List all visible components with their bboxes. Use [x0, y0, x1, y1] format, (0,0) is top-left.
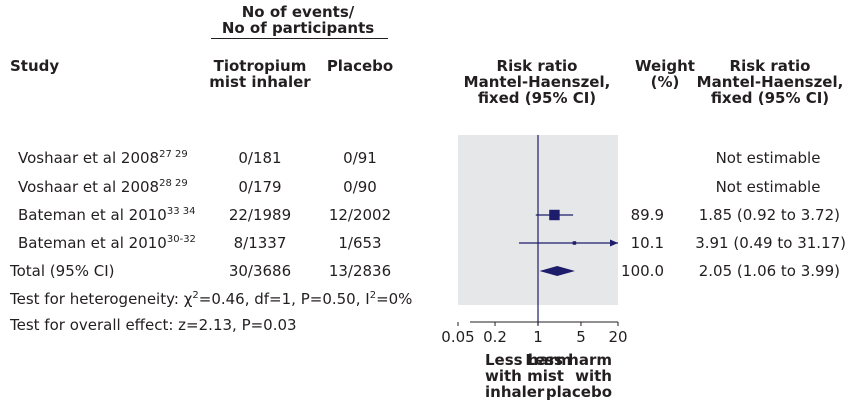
- events-group-line-1: No of events/: [241, 3, 355, 21]
- study-name: Bateman et al 201033 34: [18, 206, 196, 224]
- placebo-events: 0/91: [343, 149, 377, 167]
- study-name: Voshaar et al 200827 29: [18, 149, 188, 167]
- weight-header-line-2: (%): [650, 73, 680, 91]
- rr-text-value: Not estimable: [715, 149, 821, 167]
- ci-arrow: [610, 239, 618, 247]
- events-group-rule: [211, 38, 388, 39]
- x-tick-label: 5: [576, 328, 586, 346]
- rr-plot-column-header: Risk ratio Mantel-Haenszel, fixed (95% C…: [447, 58, 627, 106]
- rr-text-value: 1.85 (0.92 to 3.72): [698, 206, 840, 224]
- total-placebo-events: 13/2836: [328, 262, 392, 280]
- placebo-column-header: Placebo: [326, 57, 394, 75]
- favours-right-label: Less harm with placebo: [525, 351, 612, 401]
- rr-text-header-line-1: Risk ratio: [729, 57, 811, 75]
- rr-text-value: Not estimable: [715, 178, 821, 196]
- study-refs: 27 29: [159, 149, 188, 160]
- events-group-header: No of events/ No of participants: [208, 4, 388, 36]
- x-tick-label: 0.05: [441, 328, 474, 346]
- events-group-line-2: No of participants: [221, 19, 375, 37]
- total-label: Total (95% CI): [10, 262, 115, 280]
- tiotropium-header-line-1: Tiotropium: [213, 57, 307, 75]
- tiotropium-column-header: Tiotropium mist inhaler: [205, 58, 315, 90]
- placebo-events: 1/653: [338, 234, 382, 252]
- rr-text-header-line-2: Mantel-Haenszel,: [696, 73, 844, 91]
- study-refs: 30-32: [166, 234, 196, 245]
- rr-plot-header-line-2: Mantel-Haenszel,: [463, 73, 611, 91]
- heterogeneity-test: Test for heterogeneity: χ2=0.46, df=1, P…: [10, 290, 413, 308]
- effect-square: [572, 241, 577, 245]
- rr-plot-header-line-3: fixed (95% CI): [477, 89, 597, 107]
- x-tick-label: 0.2: [483, 328, 507, 346]
- rr-text-column-header: Risk ratio Mantel-Haenszel, fixed (95% C…: [690, 58, 850, 106]
- placebo-events: 12/2002: [328, 206, 392, 224]
- study-refs: 28 29: [159, 178, 188, 189]
- study-refs: 33 34: [166, 206, 196, 217]
- effect-square: [549, 209, 560, 221]
- rr-text-header-line-3: fixed (95% CI): [710, 89, 830, 107]
- weight-column-header: Weight (%): [620, 58, 710, 90]
- total-tiotropium-events: 30/3686: [228, 262, 292, 280]
- weight-header-line-1: Weight: [635, 57, 695, 75]
- tiotropium-events: 22/1989: [228, 206, 292, 224]
- tiotropium-header-line-2: mist inhaler: [209, 73, 311, 91]
- overall-effect-test: Test for overall effect: z=2.13, P=0.03: [10, 316, 297, 334]
- placebo-events: 0/90: [343, 178, 377, 196]
- chi-symbol: χ: [183, 290, 193, 308]
- rr-text-value: 3.91 (0.49 to 31.17): [695, 234, 846, 252]
- total-rr-text: 2.05 (1.06 to 3.99): [698, 262, 840, 280]
- favours-left-label: Less harm with mist inhaler: [485, 351, 572, 401]
- study-name: Bateman et al 201030-32: [18, 234, 196, 252]
- tiotropium-events: 0/179: [238, 178, 282, 196]
- rr-plot-header-line-1: Risk ratio: [496, 57, 578, 75]
- tiotropium-events: 0/181: [238, 149, 282, 167]
- tiotropium-events: 8/1337: [233, 234, 287, 252]
- study-name: Voshaar et al 200828 29: [18, 178, 188, 196]
- x-tick-label: 20: [608, 328, 627, 346]
- weight-value: 10.1: [630, 234, 664, 252]
- weight-value: 89.9: [630, 206, 664, 224]
- x-tick-label: 1: [533, 328, 543, 346]
- study-column-header: Study: [10, 57, 60, 75]
- pooled-diamond: [539, 266, 575, 276]
- total-weight: 100.0: [621, 262, 664, 280]
